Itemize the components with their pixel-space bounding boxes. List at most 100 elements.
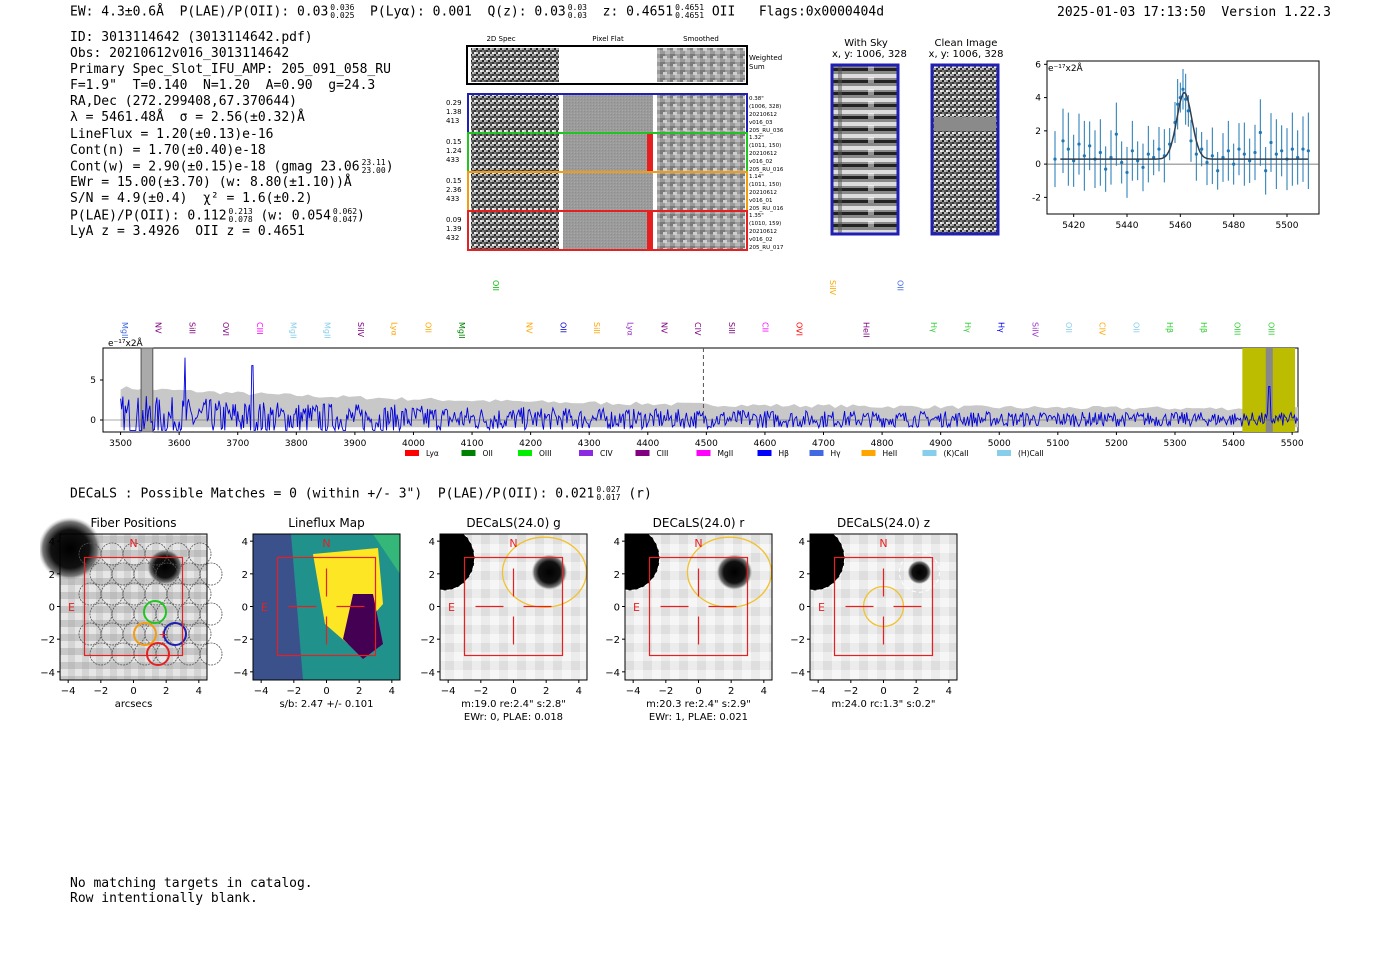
- cutout-right-label: (1011, 150): [749, 182, 781, 188]
- header-plya: P(Lyα): 0.001: [370, 4, 472, 20]
- zoom-ytick: -2: [1032, 193, 1041, 203]
- legend-swatch: [809, 450, 824, 456]
- panel-xtick: −2: [93, 686, 108, 697]
- col-smooth-label: Smoothed: [683, 35, 719, 43]
- info-obs: Obs: 20210612v016_3013114642: [70, 46, 290, 62]
- selected-fiber: [146, 642, 170, 666]
- emission-line-label: Hγ: [963, 322, 972, 333]
- cutout-left-label: 433: [446, 195, 459, 203]
- svg-text:Sum: Sum: [749, 63, 765, 71]
- data-point: [1301, 147, 1305, 151]
- header-z-range: 0.4651 0.4651: [675, 3, 705, 20]
- info-fwhm: F=1.9" T=0.140 N=1.20 A=0.90 g=24.3: [70, 78, 376, 94]
- emission-line-label: CII: [761, 322, 770, 332]
- data-point: [1258, 130, 1262, 135]
- emission-line-label: MgII: [120, 322, 129, 339]
- spec-ytick: 5: [90, 376, 96, 386]
- spec-xtick: 4100: [461, 439, 484, 449]
- panel-ytick: −4: [420, 668, 435, 679]
- panel-ytick: −2: [420, 635, 435, 646]
- cutout-right-label: 20210612: [749, 190, 777, 196]
- clean-image: [930, 63, 1000, 236]
- legend-label: OIII: [539, 449, 552, 458]
- cutout-left-label: 1.38: [446, 108, 462, 116]
- data-point: [1114, 132, 1118, 136]
- panel-ytick: 0: [242, 603, 248, 614]
- decals-panel: Lineflux Map N E 4 2 0 −2 −4 −4 −2 0 2 4 s/b: 2.47 +/…: [233, 516, 401, 710]
- panel-ytick: 4: [614, 537, 620, 548]
- legend-label: (H)CaII: [1018, 449, 1044, 458]
- header-right: 2025-01-03 17:13:50 Version 1.22.3: [1057, 5, 1331, 20]
- spec-xtick: 4900: [929, 439, 952, 449]
- emission-line-label: Lyα: [390, 322, 399, 336]
- north-label: N: [694, 537, 702, 550]
- panel-caption-2: EWr: 1, PLAE: 0.021: [649, 712, 748, 723]
- info-primary: Primary Spec_Slot_IFU_AMP: 205_091_058_R…: [70, 62, 391, 78]
- col-2d-label: 2D Spec: [486, 35, 515, 43]
- panel-ytick: 2: [242, 570, 248, 581]
- data-point: [1098, 150, 1102, 155]
- panel-xtick: 2: [913, 686, 919, 697]
- panel-xtick: 4: [196, 686, 202, 697]
- panel-ytick: 4: [49, 537, 55, 548]
- panel-title: DECaLS(24.0) r: [653, 516, 745, 530]
- panel-ytick: 4: [799, 537, 805, 548]
- north-label: N: [879, 537, 887, 550]
- source-ellipse: [501, 536, 588, 608]
- emission-line-label: SiIV: [828, 280, 837, 296]
- panel-xtick: −2: [658, 686, 673, 697]
- emission-line-label: NV: [659, 322, 668, 334]
- emission-line-label: MgII: [457, 322, 466, 339]
- decals-title: DECaLS : Possible Matches = 0 (within +/…: [70, 485, 652, 502]
- decals-panel: Fiber Positions + N E 4 2 0 −2 −4 −4 −2 0 2 4 arcsecs: [40, 516, 223, 710]
- data-point: [1125, 170, 1129, 175]
- panel-xtick: 0: [323, 686, 329, 697]
- emission-line-label: OII: [895, 280, 904, 291]
- aperture-box: [463, 556, 564, 657]
- cutout-left-label: 0.15: [446, 138, 462, 146]
- zoom-xtick: 5500: [1276, 221, 1299, 231]
- spec-xtick: 5200: [1105, 439, 1128, 449]
- spec-ylabel: e⁻¹⁷x2Å: [108, 337, 144, 349]
- data-point: [1072, 159, 1076, 163]
- panel-caption: m:20.3 re:2.4" s:2.9": [646, 699, 751, 710]
- cutout-right-label: 1.14": [749, 174, 764, 180]
- panel-xtick: −2: [843, 686, 858, 697]
- data-point: [1242, 152, 1246, 156]
- data-point: [1184, 97, 1188, 101]
- spec-xtick: 5400: [1222, 439, 1245, 449]
- cutout-panel: 2D Spec Pixel Flat Smoothed Weighted Sum…: [446, 35, 784, 251]
- east-label: E: [68, 601, 75, 614]
- emission-line-label: Hβ: [1165, 322, 1174, 333]
- data-point: [1157, 147, 1161, 151]
- data-point: [1189, 139, 1193, 143]
- legend-label: OII: [483, 449, 493, 458]
- emission-line-label: CIII: [255, 322, 264, 335]
- spec-xtick: 5500: [1281, 439, 1304, 449]
- header-summary: EW: 4.3±0.6Å P(LAE)/P(OII): 0.03 0.036 0.0…: [70, 4, 884, 20]
- panel-caption: m:19.0 re:2.4" s:2.8": [461, 699, 566, 710]
- zoom-xtick: 5420: [1062, 221, 1085, 231]
- header-ew: EW: 4.3±0.6Å: [70, 4, 164, 20]
- data-point: [1237, 147, 1241, 151]
- legend-swatch: [922, 450, 937, 456]
- panel-xtick: −4: [441, 686, 456, 697]
- panel-xtick: −2: [286, 686, 301, 697]
- spec-xtick: 4300: [578, 439, 601, 449]
- panel-ytick: −2: [233, 635, 248, 646]
- emission-line-label: CIV: [693, 322, 702, 336]
- north-label: N: [509, 537, 517, 550]
- zoom-xtick: 5480: [1222, 221, 1245, 231]
- line-window-core: [1265, 348, 1273, 432]
- emission-line-label: OIII: [1266, 322, 1275, 335]
- cutout-right-label: (1010, 159): [749, 221, 781, 227]
- aperture-box: [833, 556, 934, 657]
- panel-xtick: 4: [576, 686, 582, 697]
- info-plae: P(LAE)/P(OII): 0.112 0.213 0.078 (w: 0.054…: [70, 206, 365, 224]
- data-point: [1077, 142, 1081, 146]
- emission-line-label: OVI: [221, 322, 230, 336]
- emission-line-label: Hγ: [929, 322, 938, 333]
- catalog-note: No matching targets in catalog. Row inten…: [70, 876, 313, 906]
- header-qz: Q(z): 0.03: [487, 4, 566, 20]
- zoom-xtick: 5460: [1169, 221, 1192, 231]
